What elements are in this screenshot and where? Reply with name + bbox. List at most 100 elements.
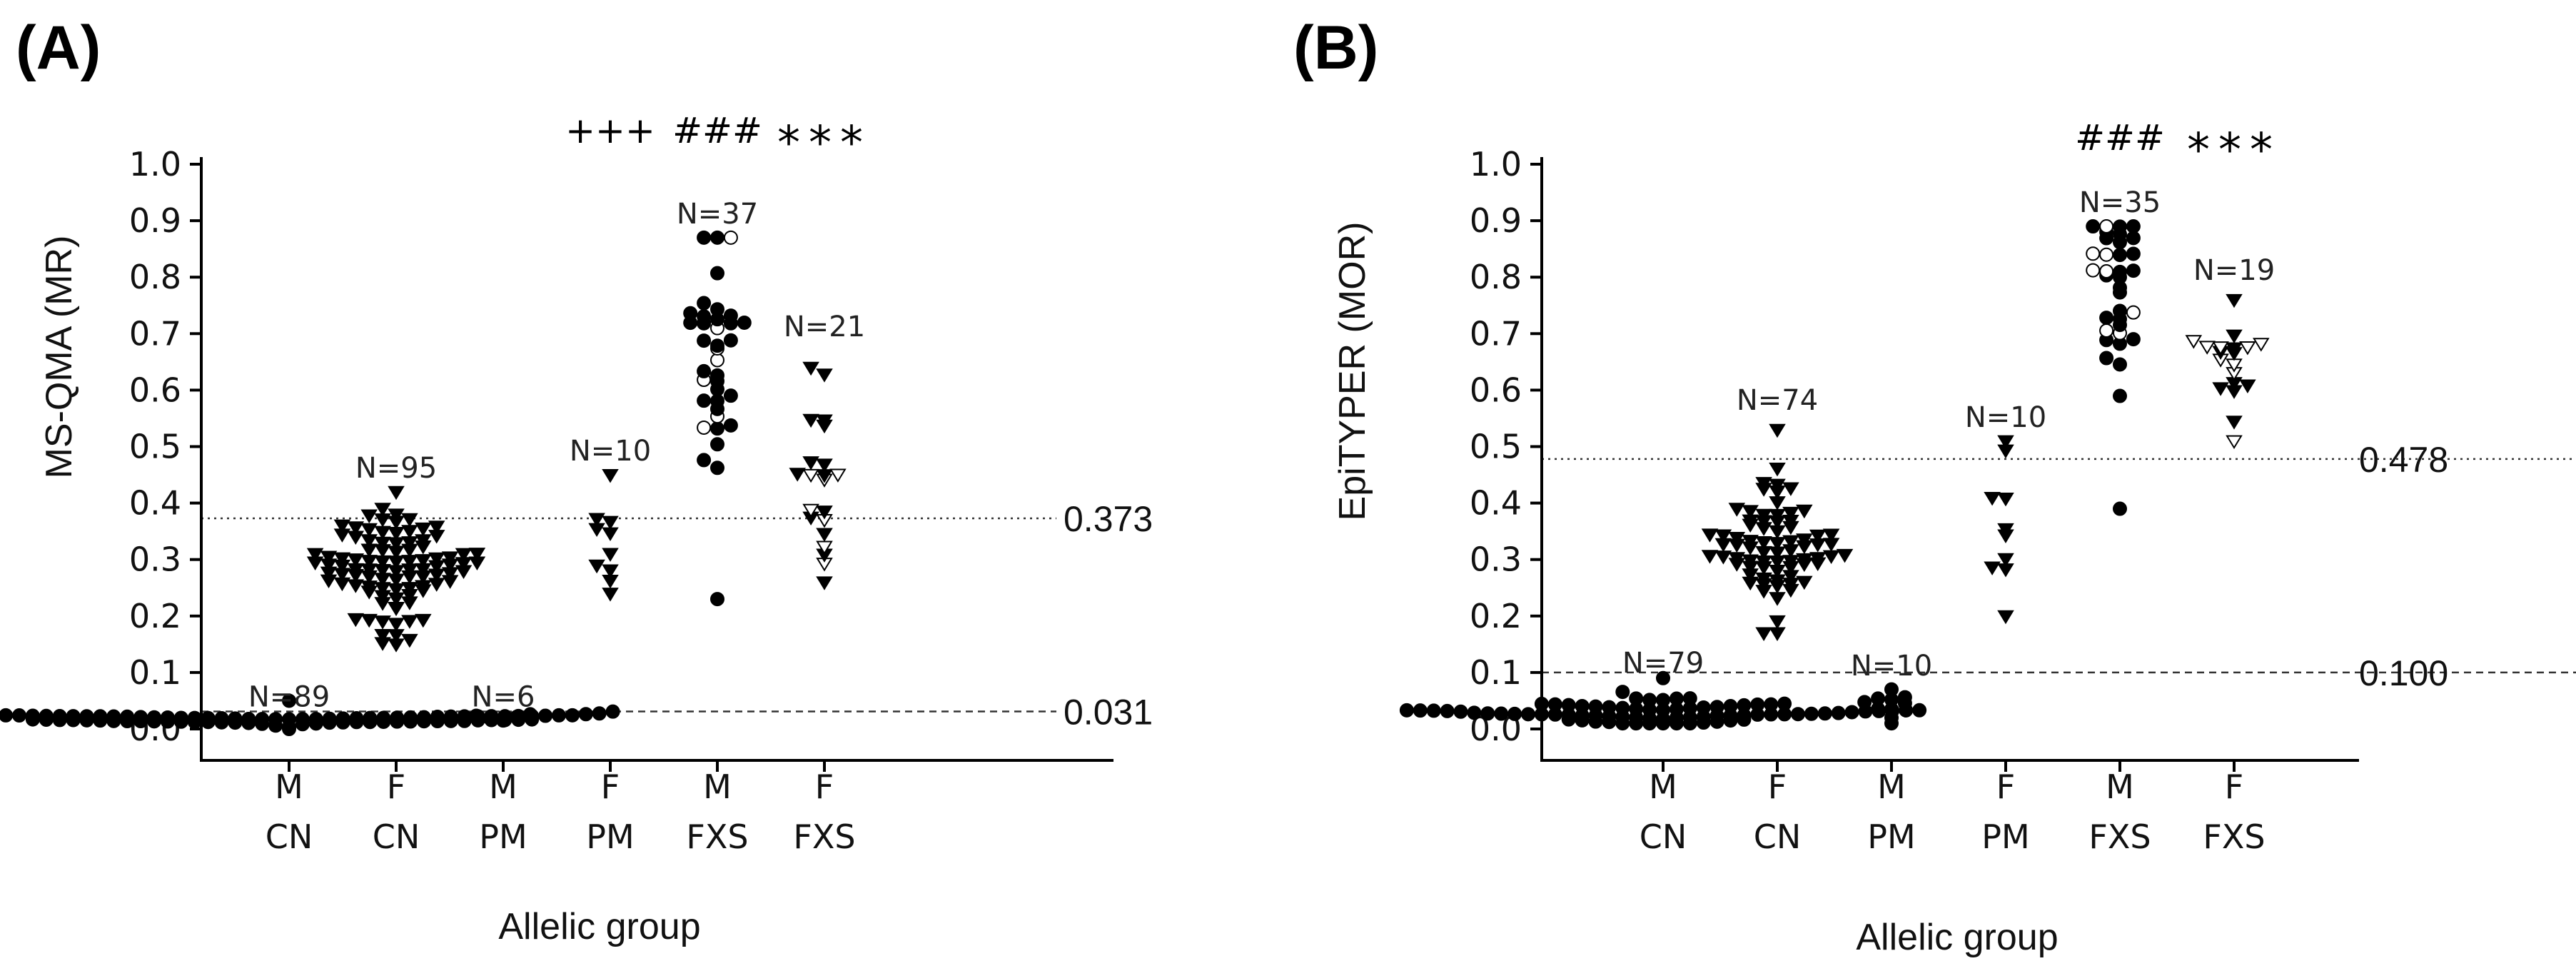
panel-a-data-point — [415, 554, 432, 568]
panel-b-thresholds: 0.478 0.100 — [1542, 440, 2576, 693]
panel-a-data-point — [710, 266, 724, 281]
panel-a-category-line2: CN — [373, 817, 420, 856]
panel-a-data-point — [388, 508, 405, 523]
panel-b-data-point — [1480, 706, 1495, 721]
panel-a-data-point — [697, 453, 712, 468]
panel-a-data-point — [66, 709, 81, 724]
panel-a-data-point — [25, 708, 40, 723]
panel-b-points — [1399, 219, 2270, 731]
panel-b-category-line2: PM — [1867, 817, 1915, 856]
panel-b-data-point — [1714, 550, 1732, 565]
panel-b-y-axis-title: EpiTYPER (MOR) — [1332, 222, 1373, 521]
panel-a-data-point — [723, 388, 738, 403]
panel-b-data-point — [1804, 706, 1819, 721]
panel-b-data-point — [1714, 529, 1732, 543]
panel-a-data-point — [565, 708, 580, 723]
panel-b-data-point — [2099, 263, 2114, 278]
panel-b-data-point — [1547, 697, 1562, 712]
panel-b-data-point — [1701, 528, 1719, 543]
panel-a-data-point — [816, 528, 833, 542]
panel-b-data-point — [2113, 303, 2127, 318]
panel-b-data-point — [2126, 263, 2141, 278]
panel-b-data-point — [2226, 293, 2243, 308]
panel-b-data-point — [2099, 311, 2114, 326]
panel-a-data-point — [349, 710, 364, 725]
panel-b-x-axis-title: Allelic group — [1856, 917, 2058, 958]
panel-a-data-point — [723, 308, 738, 323]
panel-b-category-line1: F — [1996, 768, 2015, 806]
panel-a-data-point — [39, 708, 54, 723]
panel-b-data-point — [1615, 685, 1630, 700]
panel-a-data-point — [106, 709, 121, 724]
panel-b-data-point — [1656, 693, 1670, 708]
panel-b-n-label: N=79 — [1622, 647, 1704, 680]
panel-a-category-line1: F — [815, 768, 834, 806]
panel-a-data-point — [322, 711, 337, 726]
panel-a-data-point — [335, 711, 350, 726]
panel-b-data-point — [1817, 706, 1832, 721]
panel-a-data-point — [697, 230, 712, 245]
panel-a-threshold-label-0: 0.373 — [1064, 499, 1153, 539]
panel-b-category-line1: F — [2225, 768, 2243, 806]
panel-a-significance-marker: +++ — [565, 110, 655, 151]
panel-a-data-point — [347, 553, 365, 568]
panel-b-data-point — [2086, 219, 2101, 234]
panel-b-data-point — [1709, 700, 1724, 715]
panel-a-y-tick-label: 0.2 — [129, 597, 181, 635]
panel-a-data-point — [697, 363, 712, 378]
panel-a-data-point — [789, 468, 806, 482]
panel-a-data-point — [723, 333, 738, 348]
panel-b-data-point — [2113, 501, 2127, 516]
panel-a-data-point — [282, 693, 296, 708]
panel-a-data-point — [468, 548, 486, 562]
panel-b-n-label: N=10 — [1851, 650, 1932, 683]
panel-a-data-point — [79, 709, 94, 724]
panel-b-data-point — [1796, 533, 1813, 548]
panel-b-data-point — [1728, 552, 1746, 566]
panel-a-data-point — [428, 552, 445, 567]
panel-b: (B) EpiTYPER (MOR) Allelic group 0.00.10… — [1293, 14, 2576, 958]
panel-a-category-line2: FXS — [686, 817, 748, 856]
panel-a-data-point — [363, 710, 378, 725]
panel-b-data-point — [1453, 704, 1468, 719]
panel-a-y-tick-label: 1.0 — [129, 145, 181, 183]
panel-b-data-point — [1769, 478, 1786, 493]
panel-a-data-point — [710, 338, 724, 353]
panel-b-data-point — [1656, 670, 1670, 685]
panel-a-y-tick-label: 0.3 — [129, 540, 181, 579]
panel-b-data-point — [1997, 435, 2014, 450]
panel-b-data-point — [1755, 536, 1772, 550]
panel-b-y-tick-label: 0.8 — [1470, 258, 1522, 296]
panel-b-data-point — [1755, 508, 1772, 523]
panel-a-data-point — [509, 710, 524, 725]
panel-b-data-point — [1997, 610, 2014, 625]
panel-a-data-point — [710, 461, 724, 476]
panel-b-significance-marker: *** — [2187, 124, 2281, 177]
panel-b-category-line2: FXS — [2088, 817, 2151, 856]
panel-a-data-point — [443, 709, 458, 724]
panel-b-y-tick-label: 0.2 — [1470, 597, 1522, 635]
panel-a-data-point — [710, 302, 724, 317]
panel-b-data-point — [1871, 691, 1886, 706]
panel-a-data-point — [93, 709, 108, 724]
panel-b-data-point — [1857, 695, 1872, 710]
panel-a-data-point — [602, 515, 619, 530]
panel-b-data-point — [1769, 592, 1786, 606]
panel-a-data-point — [347, 613, 365, 628]
panel-b-data-point — [2099, 351, 2114, 366]
panel-a-data-point — [388, 485, 405, 500]
panel-a-data-point — [268, 712, 283, 727]
panel-a-data-point — [802, 361, 819, 376]
panel-a-data-point — [374, 525, 391, 540]
panel-b-data-point — [1796, 575, 1813, 590]
panel-a-data-point — [710, 437, 724, 452]
panel-a-points — [0, 230, 847, 736]
panel-b-data-point — [1561, 698, 1576, 713]
panel-b-data-point — [2126, 219, 2141, 234]
panel-a-data-point — [522, 707, 537, 722]
panel-b-data-point — [2113, 388, 2127, 403]
panel-a-data-point — [697, 309, 712, 324]
panel-a-data-point — [415, 522, 432, 537]
panel-b-data-point — [2113, 357, 2127, 372]
panel-a-data-point — [816, 505, 833, 520]
